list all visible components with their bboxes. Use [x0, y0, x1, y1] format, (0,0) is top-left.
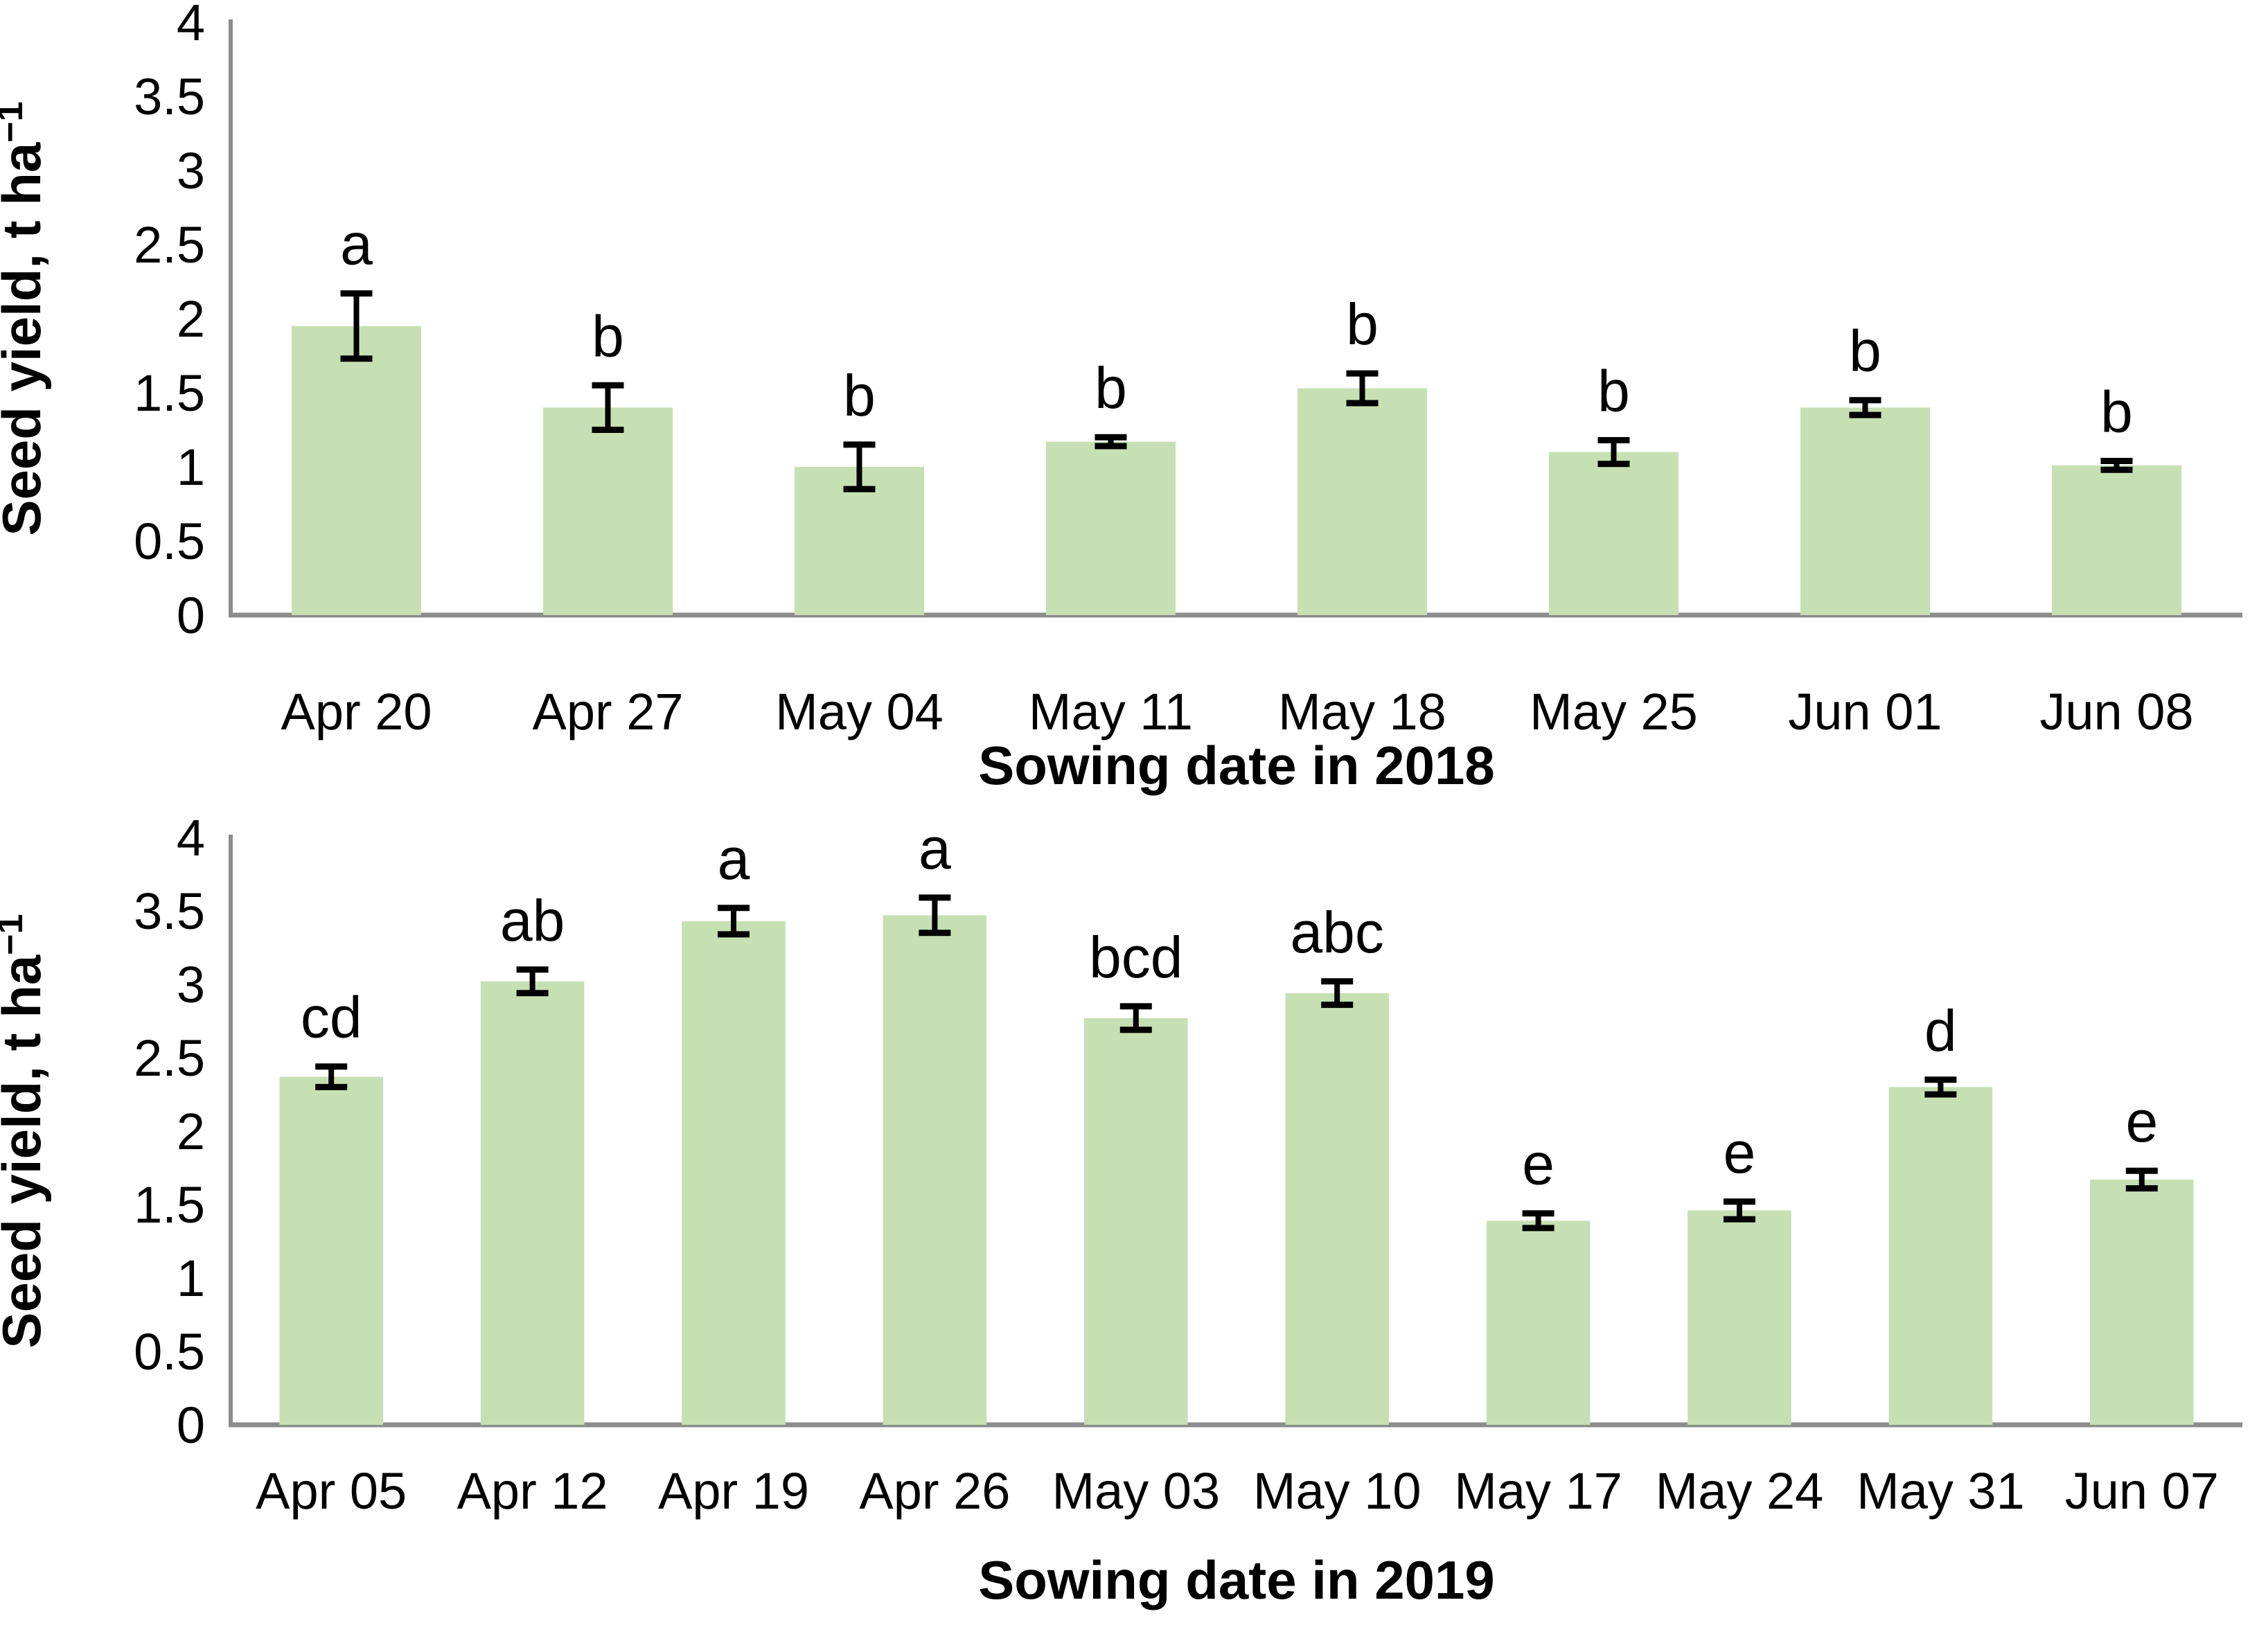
x-tick-label-apr-26: Apr 26 [859, 1462, 1010, 1520]
sig-letter-may-03: bcd [1089, 925, 1182, 990]
error-bar-apr-26 [919, 894, 951, 936]
x-tick-label-apr-20: Apr 20 [281, 683, 432, 740]
bar-apr-19 [682, 921, 786, 1425]
y-tick-label-2.5: 2.5 [134, 216, 205, 274]
error-bar-may-24 [1724, 1198, 1755, 1223]
bar-may-11 [1046, 441, 1176, 615]
x-tick-label-jun-01: Jun 01 [1788, 683, 1942, 740]
sig-letter-apr-26: a [919, 816, 951, 881]
y-tick-label-3: 3 [177, 142, 205, 199]
bar-jun-08 [2052, 465, 2181, 615]
bar-apr-05 [279, 1076, 383, 1425]
y-tick-label-3.5: 3.5 [134, 68, 205, 125]
y-tick-label-3.5: 3.5 [134, 882, 205, 940]
x-axis-title: Sowing date in 2018 [978, 735, 1495, 796]
x-tick-label-apr-12: Apr 12 [457, 1462, 608, 1520]
sig-letter-jun-08: b [2100, 379, 2133, 444]
sig-letter-apr-19: a [718, 826, 750, 891]
error-bar-may-25 [1597, 436, 1630, 468]
bar-apr-20 [292, 326, 421, 615]
y-tick-label-0: 0 [177, 1396, 205, 1454]
error-bar-may-04 [843, 441, 876, 492]
x-tick-label-may-31: May 31 [1857, 1462, 2025, 1520]
sig-letter-may-31: d [1924, 998, 1957, 1063]
sig-letter-jun-01: b [1849, 319, 1881, 384]
y-tick-label-1.5: 1.5 [134, 1176, 205, 1234]
x-tick-label-may-10: May 10 [1253, 1462, 1421, 1520]
y-tick-label-0.5: 0.5 [134, 513, 205, 570]
bar-may-25 [1549, 452, 1678, 615]
error-bar-may-10 [1321, 978, 1354, 1009]
error-bar-jun-07 [2125, 1167, 2158, 1192]
y-tick-label-1: 1 [177, 1250, 205, 1307]
y-tick-label-3: 3 [177, 956, 205, 1013]
sig-letter-apr-20: a [340, 212, 373, 277]
bar-may-10 [1285, 993, 1389, 1425]
y-axis-title: Seed yield, t ha−1 [0, 914, 52, 1348]
error-bar-apr-12 [516, 966, 549, 997]
x-tick-label-jun-07: Jun 07 [2065, 1462, 2219, 1520]
chart-sowing-date-in-2018: 0 0.5 1 1.5 2 2.5 3 3.5 4 a Apr 20 b Apr 27 b May 04 b M… [0, 0, 2242, 796]
bar-apr-27 [543, 407, 673, 615]
y-tick-label-2.5: 2.5 [134, 1029, 205, 1087]
sig-letter-may-04: b [843, 363, 876, 428]
sig-letter-may-24: e [1724, 1120, 1756, 1185]
sig-letter-apr-05: cd [301, 985, 362, 1050]
x-tick-label-apr-19: Apr 19 [658, 1462, 809, 1520]
error-bar-apr-20 [340, 290, 373, 362]
error-bar-jun-01 [1849, 397, 1881, 418]
svg-text:Seed yield, t ha−1: Seed yield, t ha−1 [0, 914, 52, 1348]
bar-jun-01 [1800, 407, 1930, 615]
x-tick-label-may-11: May 11 [1029, 683, 1193, 740]
y-tick-label-0.5: 0.5 [134, 1323, 205, 1380]
bar-apr-26 [883, 915, 987, 1425]
y-tick-label-1.5: 1.5 [134, 364, 205, 422]
x-axis-title: Sowing date in 2019 [978, 1549, 1495, 1610]
error-bar-jun-08 [2100, 457, 2133, 473]
svg-text:Seed yield, t ha−1: Seed yield, t ha−1 [0, 101, 52, 535]
x-tick-label-may-24: May 24 [1656, 1462, 1824, 1520]
sig-letter-may-18: b [1346, 292, 1379, 357]
sig-letter-apr-12: ab [500, 888, 565, 953]
bar-may-31 [1888, 1087, 1993, 1425]
sig-letter-may-11: b [1095, 355, 1127, 420]
y-tick-label-2: 2 [177, 290, 205, 348]
x-tick-label-may-04: May 04 [775, 683, 943, 740]
x-tick-label-apr-27: Apr 27 [532, 683, 683, 740]
y-tick-label-2: 2 [177, 1103, 205, 1160]
error-bar-apr-19 [718, 905, 750, 938]
x-tick-label-apr-05: Apr 05 [256, 1462, 407, 1520]
sig-letter-jun-07: e [2125, 1089, 2158, 1154]
error-bar-may-03 [1119, 1003, 1152, 1033]
error-bar-apr-05 [315, 1063, 348, 1090]
error-bar-may-31 [1924, 1076, 1957, 1098]
y-tick-label-1: 1 [177, 438, 205, 496]
x-tick-label-may-18: May 18 [1278, 683, 1446, 740]
x-tick-label-may-25: May 25 [1530, 683, 1698, 740]
error-bar-may-17 [1522, 1210, 1554, 1232]
bar-jun-07 [2090, 1179, 2194, 1425]
bar-may-03 [1084, 1018, 1188, 1425]
sig-letter-may-10: abc [1290, 900, 1383, 965]
sig-letter-apr-27: b [592, 303, 624, 368]
x-tick-label-jun-08: Jun 08 [2039, 683, 2193, 740]
sig-letter-may-17: e [1522, 1132, 1554, 1197]
error-bar-may-11 [1095, 434, 1127, 450]
error-bar-may-18 [1346, 370, 1379, 407]
error-bar-apr-27 [592, 382, 624, 433]
chart-sowing-date-in-2019: 0 0.5 1 1.5 2 2.5 3 3.5 4 cd Apr 05 ab Apr 12 a Apr 19… [0, 809, 2242, 1610]
bar-may-24 [1687, 1210, 1791, 1425]
bar-may-18 [1297, 388, 1427, 615]
y-tick-label-4: 4 [177, 809, 205, 867]
bar-apr-12 [480, 981, 585, 1425]
y-tick-label-4: 4 [177, 0, 205, 51]
sig-letter-may-25: b [1597, 358, 1630, 423]
x-tick-label-may-03: May 03 [1052, 1462, 1220, 1520]
bar-may-17 [1486, 1220, 1591, 1425]
y-axis-title: Seed yield, t ha−1 [0, 101, 52, 535]
x-tick-label-may-17: May 17 [1454, 1462, 1622, 1520]
y-tick-label-0: 0 [177, 587, 205, 644]
